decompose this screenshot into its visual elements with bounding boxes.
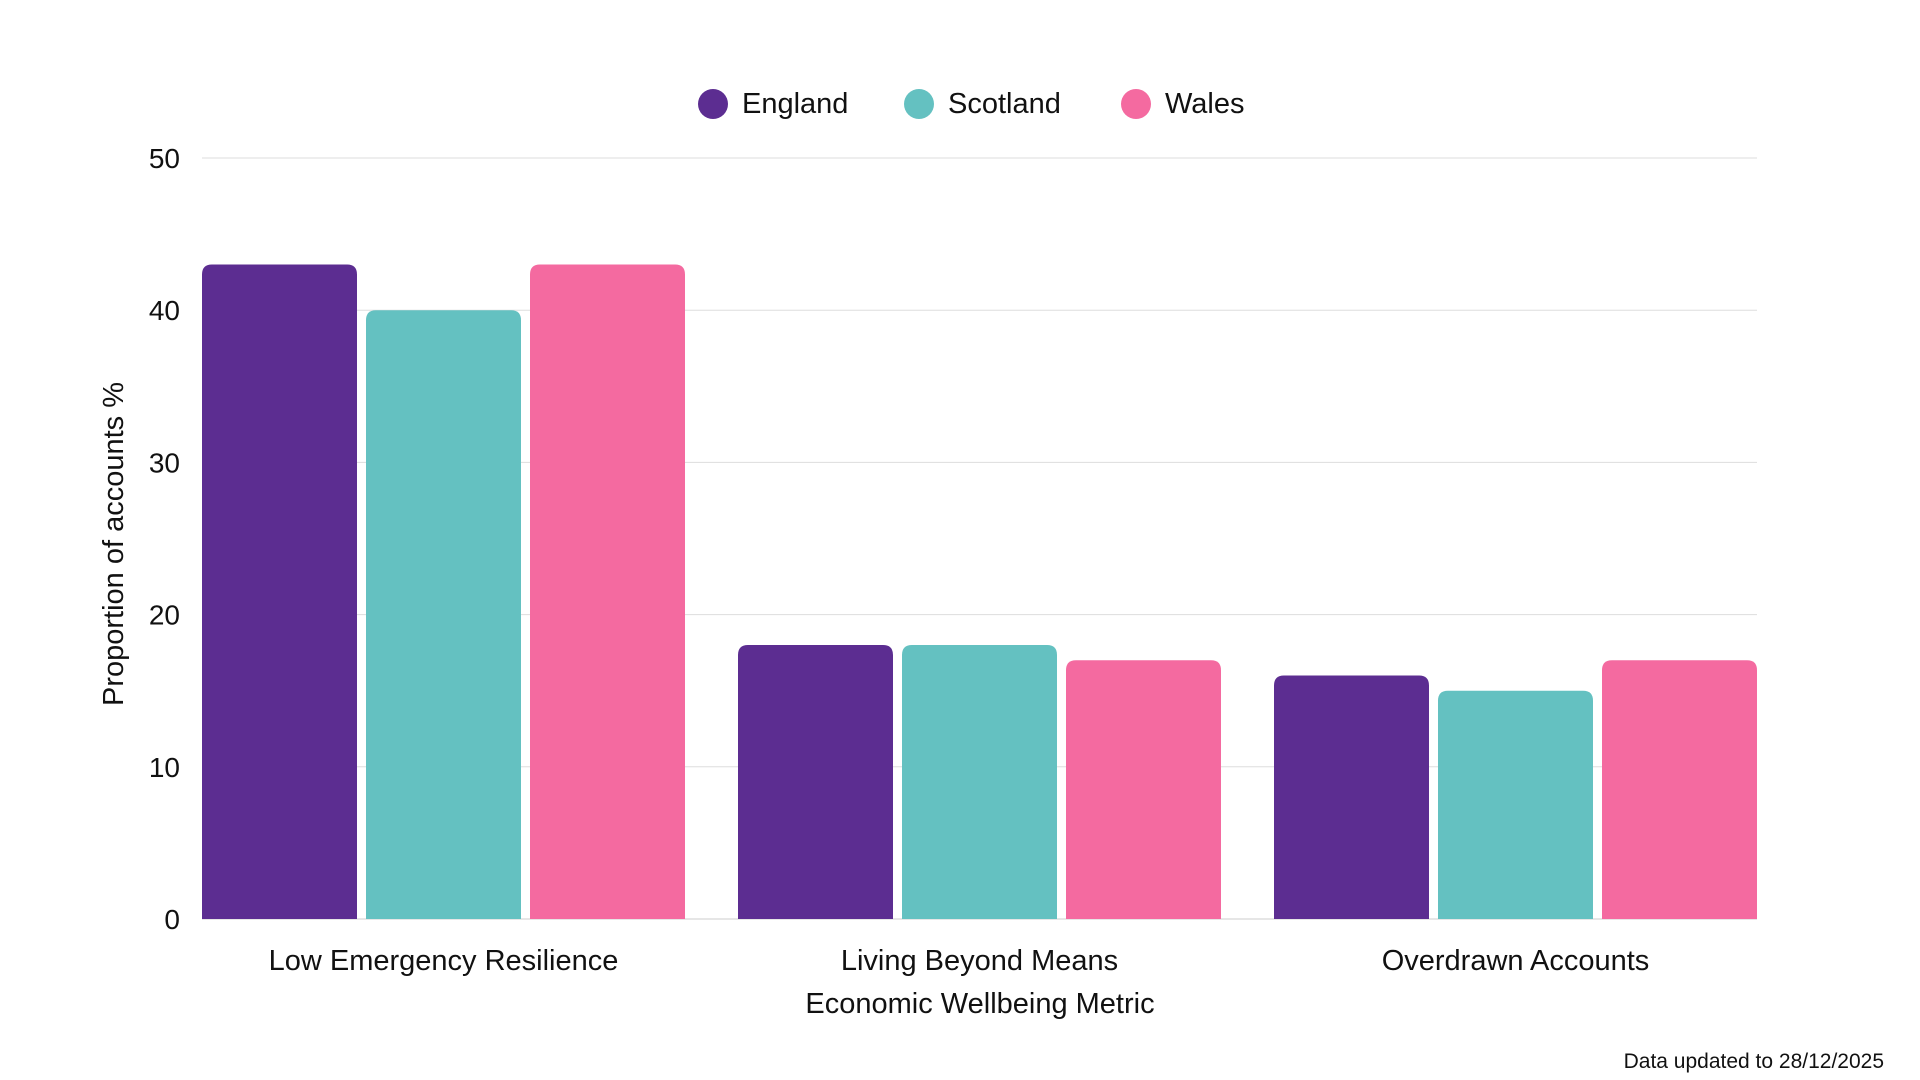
y-tick-label: 10: [149, 752, 180, 783]
legend-label-scotland: Scotland: [948, 87, 1061, 120]
x-axis-ticks: Low Emergency Resilience Living Beyond Me…: [269, 945, 1650, 977]
bar-scotland-2[interactable]: [1438, 690, 1593, 919]
bar-wales-2[interactable]: [1602, 660, 1757, 919]
y-tick-label: 20: [149, 600, 180, 631]
bar-england-0[interactable]: [202, 264, 357, 919]
chart-legend: England Scotland Wales: [0, 84, 1920, 124]
y-axis-title: Proportion of accounts %: [98, 382, 130, 706]
bars: [202, 264, 1757, 919]
legend-label-england: England: [742, 87, 849, 120]
y-tick-label: 40: [149, 295, 180, 326]
x-axis-title: Economic Wellbeing Metric: [805, 988, 1154, 1020]
x-tick-label: Low Emergency Resilience: [269, 945, 619, 977]
bar-wales-0[interactable]: [530, 264, 685, 919]
legend-item-england[interactable]: England: [698, 84, 848, 124]
y-axis-ticks: 0 10 20 30 40 50: [149, 143, 180, 935]
data-updated-note: Data updated to 28/12/2025: [1623, 1050, 1884, 1073]
y-tick-label: 50: [149, 143, 180, 174]
bar-group-2: [1274, 660, 1757, 919]
legend-label-wales: Wales: [1165, 87, 1245, 120]
legend-item-scotland[interactable]: Scotland: [904, 84, 1061, 124]
legend-item-wales[interactable]: Wales: [1121, 84, 1245, 124]
y-tick-label: 0: [164, 904, 180, 935]
x-tick-label: Overdrawn Accounts: [1382, 945, 1650, 977]
legend-swatch-scotland: [904, 89, 934, 119]
bar-group-0: [202, 264, 685, 919]
legend-swatch-england: [698, 89, 728, 119]
bar-group-1: [738, 645, 1221, 919]
bar-wales-1[interactable]: [1066, 660, 1221, 919]
x-tick-label: Living Beyond Means: [841, 945, 1118, 977]
bar-england-1[interactable]: [738, 645, 893, 919]
legend-swatch-wales: [1121, 89, 1151, 119]
bar-england-2[interactable]: [1274, 675, 1429, 919]
bar-scotland-1[interactable]: [902, 645, 1057, 919]
y-tick-label: 30: [149, 447, 180, 478]
bar-scotland-0[interactable]: [366, 310, 521, 919]
